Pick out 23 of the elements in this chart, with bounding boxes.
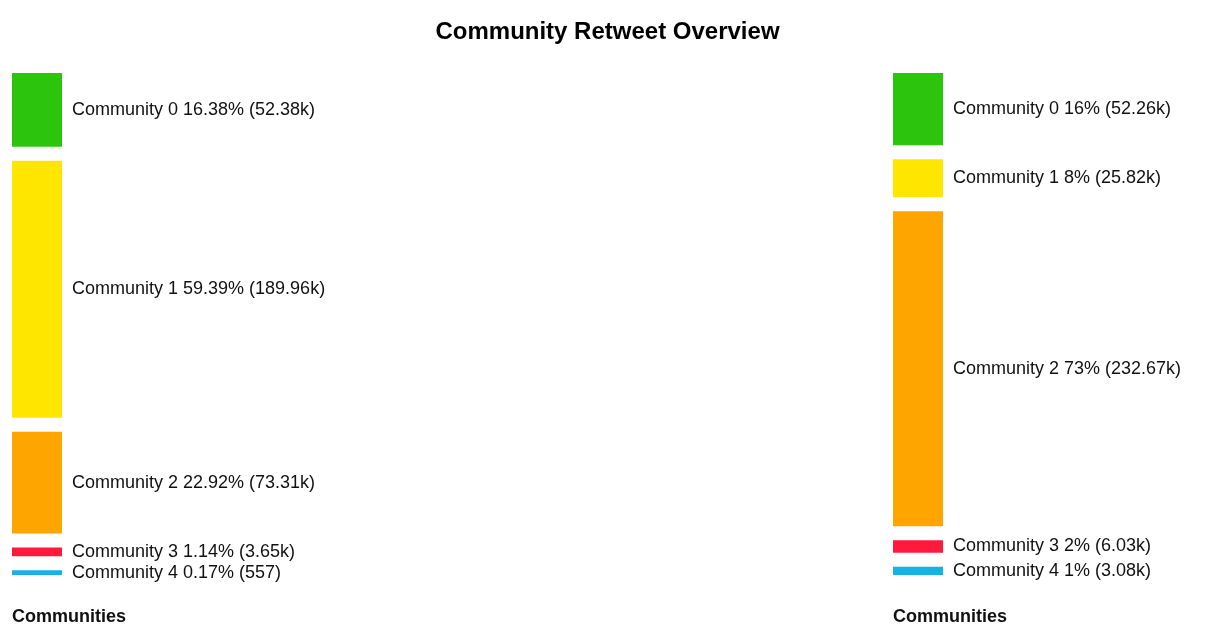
data-label: 2% (6.03k) [1064, 535, 1152, 556]
data-label: 16.38% (52.38k) [183, 98, 316, 119]
category-label: Community 2 [953, 357, 1060, 378]
data-label: 22.92% (73.31k) [183, 471, 316, 492]
data-label: 1% (3.08k) [1064, 559, 1152, 580]
category-label: Community 3 [953, 535, 1060, 556]
category-label: Community 2 [72, 471, 179, 492]
category-label: Community 0 [72, 98, 179, 119]
data-label: 8% (25.82k) [1064, 167, 1162, 188]
text: Communities [12, 605, 127, 626]
data-label: 16% (52.26k) [1064, 98, 1172, 119]
data-label: 0.17% (557) [183, 561, 282, 582]
data-label: 73% (232.67k) [1064, 357, 1182, 378]
text: Community Retweet Overview [435, 17, 780, 45]
data-label: 1.14% (3.65k) [183, 540, 296, 561]
category-label: Community 0 [953, 98, 1060, 119]
category-label: Community 3 [72, 540, 179, 561]
text: Communities [893, 605, 1008, 626]
category-label: Community 4 [72, 561, 179, 582]
data-label: 59.39% (189.96k) [183, 278, 326, 299]
category-label: Community 4 [953, 559, 1060, 580]
category-label: Community 1 [953, 167, 1060, 188]
category-label: Community 1 [72, 278, 179, 299]
